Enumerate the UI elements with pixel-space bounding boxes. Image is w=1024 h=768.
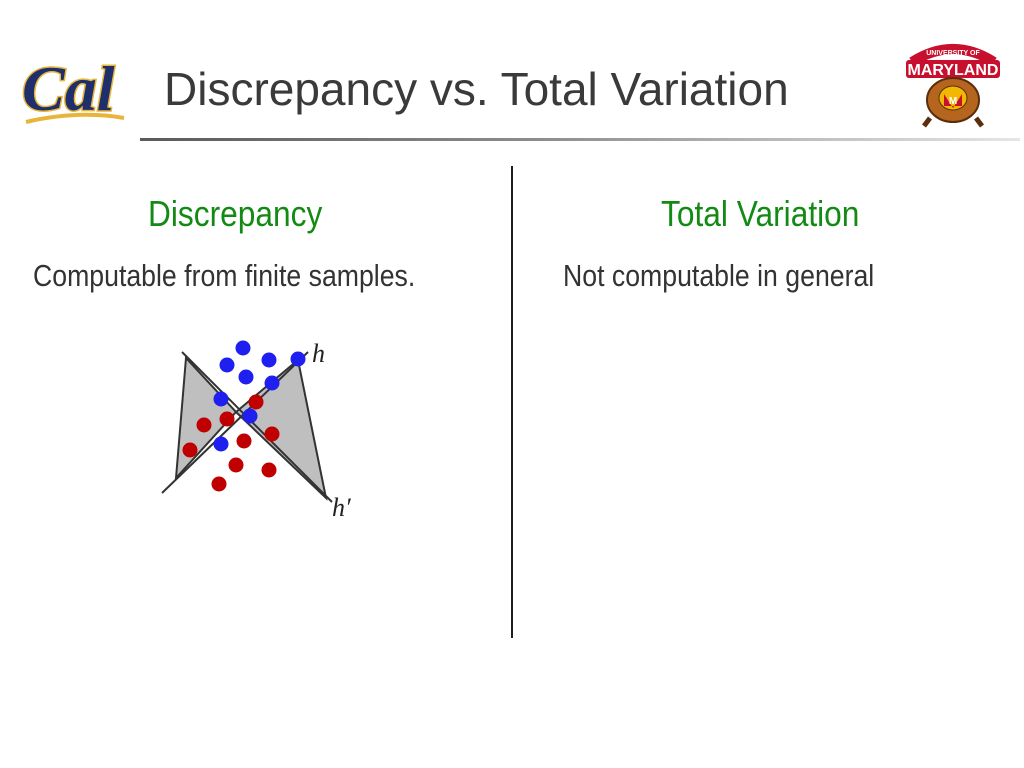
red-point [228,457,244,473]
blue-point [242,408,258,424]
red-point [261,462,277,478]
maryland-logo-main-text: MARYLAND [908,62,999,79]
red-point [182,442,198,458]
red-point [219,411,235,427]
blue-point [235,340,251,356]
column-divider [511,166,513,638]
maryland-logo-badge: M [949,96,957,107]
blue-point [213,391,229,407]
blue-point [261,352,277,368]
blue-point [238,369,254,385]
red-point [264,426,280,442]
title-underline [140,138,1020,141]
discrepancy-diagram: h h′ [161,339,351,522]
blue-point [290,351,306,367]
red-point [211,476,227,492]
line-h-prime [181,351,333,503]
label-h-prime: h′ [332,493,351,522]
maryland-logo-top-text: UNIVERSITY OF [926,50,980,57]
red-point [196,417,212,433]
heading-discrepancy: Discrepancy [148,193,323,234]
maryland-terrapin-logo: UNIVERSITY OF MARYLAND M [906,44,1000,128]
slide-title: Discrepancy vs. Total Variation [164,63,789,115]
cal-logo-text: Cal [22,53,115,124]
label-h: h [312,339,325,368]
blue-point [264,375,280,391]
line-h [161,351,309,494]
discrepancy-description: Computable from finite samples. [33,258,416,293]
red-point [248,394,264,410]
blue-point [213,436,229,452]
cal-logo: Cal [21,52,125,126]
blue-point [219,357,235,373]
red-point [236,433,252,449]
total-variation-description: Not computable in general [563,258,875,293]
heading-total-variation: Total Variation [661,193,860,234]
